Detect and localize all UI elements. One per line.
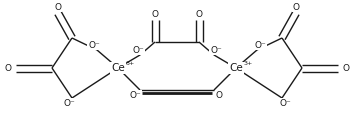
Text: O⁻: O⁻ [132, 45, 144, 54]
Text: O⁻: O⁻ [129, 90, 141, 100]
Text: O⁻: O⁻ [210, 45, 222, 54]
Text: O: O [216, 90, 223, 100]
Text: O: O [152, 9, 159, 18]
Text: O⁻: O⁻ [63, 99, 75, 107]
Text: Ce: Ce [229, 63, 243, 73]
Text: O⁻: O⁻ [254, 40, 266, 49]
Text: O: O [55, 3, 62, 12]
Text: 3+: 3+ [244, 60, 253, 65]
Text: O⁻: O⁻ [88, 40, 100, 49]
Text: 3+: 3+ [126, 60, 135, 65]
Text: O⁻: O⁻ [279, 99, 291, 107]
Text: O: O [195, 9, 202, 18]
Text: O: O [343, 64, 349, 73]
Text: O: O [292, 3, 299, 12]
Text: Ce: Ce [111, 63, 125, 73]
Text: O: O [5, 64, 11, 73]
